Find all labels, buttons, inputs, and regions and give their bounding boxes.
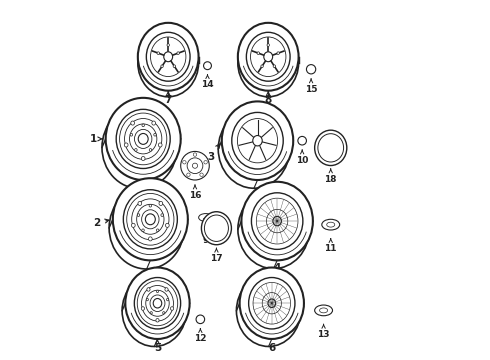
Ellipse shape: [156, 229, 159, 232]
Ellipse shape: [153, 298, 162, 308]
Text: 11: 11: [324, 239, 337, 253]
Ellipse shape: [171, 307, 173, 310]
Circle shape: [193, 153, 196, 156]
Ellipse shape: [177, 52, 179, 54]
Ellipse shape: [201, 212, 231, 245]
Ellipse shape: [267, 44, 270, 46]
Text: 14: 14: [201, 75, 214, 89]
Ellipse shape: [242, 182, 313, 260]
Ellipse shape: [322, 219, 340, 230]
Ellipse shape: [131, 223, 135, 228]
Ellipse shape: [163, 312, 165, 314]
Ellipse shape: [273, 216, 281, 226]
Text: 18: 18: [324, 169, 337, 184]
Circle shape: [204, 161, 207, 164]
Ellipse shape: [238, 23, 298, 91]
Ellipse shape: [159, 201, 163, 206]
Ellipse shape: [222, 102, 293, 180]
Ellipse shape: [164, 52, 172, 62]
Circle shape: [183, 161, 186, 164]
Text: 13: 13: [318, 324, 330, 339]
Text: 5: 5: [154, 340, 161, 353]
Ellipse shape: [156, 319, 159, 322]
Text: 15: 15: [305, 79, 318, 94]
Ellipse shape: [150, 312, 152, 314]
Ellipse shape: [147, 298, 148, 301]
Ellipse shape: [146, 214, 155, 225]
Ellipse shape: [138, 134, 148, 144]
Ellipse shape: [142, 229, 144, 232]
Ellipse shape: [315, 130, 347, 166]
Text: 2: 2: [93, 218, 109, 228]
Text: 9: 9: [202, 230, 209, 245]
Ellipse shape: [157, 52, 159, 54]
Ellipse shape: [246, 32, 290, 81]
Circle shape: [187, 173, 190, 176]
Ellipse shape: [152, 121, 155, 125]
Ellipse shape: [232, 112, 283, 169]
Ellipse shape: [173, 65, 175, 68]
Ellipse shape: [141, 157, 145, 161]
Ellipse shape: [253, 135, 262, 146]
Circle shape: [200, 173, 203, 176]
Text: 10: 10: [296, 150, 308, 165]
Ellipse shape: [268, 299, 275, 307]
Ellipse shape: [264, 52, 272, 62]
Ellipse shape: [261, 65, 263, 68]
Ellipse shape: [124, 143, 128, 147]
Ellipse shape: [167, 44, 170, 46]
Ellipse shape: [167, 298, 169, 301]
Ellipse shape: [147, 288, 150, 291]
Ellipse shape: [130, 133, 133, 136]
Ellipse shape: [138, 23, 198, 91]
Ellipse shape: [156, 290, 159, 293]
Circle shape: [181, 152, 209, 180]
Ellipse shape: [106, 98, 181, 180]
Ellipse shape: [123, 190, 177, 249]
Text: 4: 4: [273, 186, 281, 273]
Ellipse shape: [149, 204, 151, 207]
Text: 3: 3: [207, 144, 220, 162]
Text: 6: 6: [268, 271, 275, 353]
Ellipse shape: [135, 149, 137, 151]
Ellipse shape: [248, 278, 295, 329]
Ellipse shape: [251, 193, 303, 249]
Circle shape: [193, 163, 197, 168]
Ellipse shape: [141, 307, 145, 310]
Ellipse shape: [149, 149, 152, 151]
Ellipse shape: [158, 143, 162, 147]
Ellipse shape: [161, 65, 163, 68]
Text: 1: 1: [90, 134, 102, 144]
Ellipse shape: [113, 178, 188, 260]
Ellipse shape: [277, 52, 279, 54]
Text: 12: 12: [194, 329, 207, 343]
Ellipse shape: [147, 32, 190, 81]
Ellipse shape: [198, 213, 213, 221]
Ellipse shape: [137, 214, 140, 216]
Ellipse shape: [240, 267, 304, 339]
Ellipse shape: [138, 201, 142, 206]
Ellipse shape: [154, 133, 156, 136]
Ellipse shape: [125, 267, 190, 339]
Ellipse shape: [131, 121, 135, 125]
Text: 17: 17: [210, 248, 223, 263]
Ellipse shape: [273, 65, 275, 68]
Ellipse shape: [165, 288, 168, 291]
Text: 7: 7: [165, 91, 172, 105]
Ellipse shape: [142, 124, 145, 127]
Ellipse shape: [315, 305, 333, 316]
Ellipse shape: [161, 214, 163, 216]
Ellipse shape: [116, 109, 170, 168]
Ellipse shape: [148, 237, 152, 241]
Ellipse shape: [166, 223, 169, 228]
Ellipse shape: [134, 278, 181, 329]
Ellipse shape: [257, 52, 260, 54]
Text: 16: 16: [189, 185, 201, 200]
Text: 8: 8: [265, 91, 272, 105]
